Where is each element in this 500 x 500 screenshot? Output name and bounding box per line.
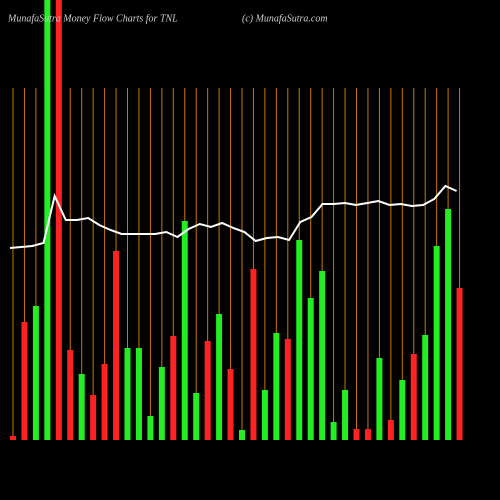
bar bbox=[227, 369, 234, 440]
bar bbox=[90, 395, 97, 440]
bar bbox=[216, 314, 223, 440]
bar bbox=[376, 358, 383, 440]
bar bbox=[433, 246, 440, 440]
bar bbox=[387, 420, 394, 440]
bar bbox=[170, 336, 177, 440]
bar bbox=[67, 350, 74, 440]
bar bbox=[55, 0, 62, 440]
bar bbox=[342, 390, 349, 440]
bar bbox=[10, 436, 16, 440]
bar bbox=[147, 416, 154, 440]
bar bbox=[410, 354, 417, 440]
bar bbox=[135, 348, 142, 440]
bar bbox=[101, 364, 108, 440]
bar bbox=[124, 348, 131, 440]
bar bbox=[353, 429, 360, 440]
bar bbox=[399, 380, 406, 440]
bar bbox=[296, 240, 303, 440]
bar bbox=[113, 251, 120, 440]
bar bbox=[422, 335, 429, 440]
bar bbox=[364, 429, 371, 440]
bar bbox=[78, 374, 85, 440]
chart-subtitle: (c) MunafaSutra.com bbox=[242, 13, 328, 24]
money-flow-line bbox=[9, 184, 457, 249]
bar bbox=[319, 271, 326, 440]
bar bbox=[193, 393, 200, 440]
bar bbox=[307, 298, 314, 440]
chart-title: MunafaSutra Money Flow Charts for TNL bbox=[7, 13, 178, 24]
bar bbox=[44, 0, 51, 440]
bar bbox=[204, 341, 211, 440]
bar bbox=[273, 333, 280, 440]
bar bbox=[284, 339, 291, 440]
bar bbox=[456, 288, 463, 440]
bar bbox=[250, 269, 257, 440]
bar bbox=[445, 209, 452, 440]
bar bbox=[239, 430, 245, 440]
bar bbox=[158, 367, 165, 440]
bar bbox=[330, 422, 337, 440]
bar bbox=[32, 306, 39, 440]
bar bbox=[261, 390, 268, 440]
bar bbox=[21, 322, 28, 440]
bar bbox=[181, 221, 188, 440]
